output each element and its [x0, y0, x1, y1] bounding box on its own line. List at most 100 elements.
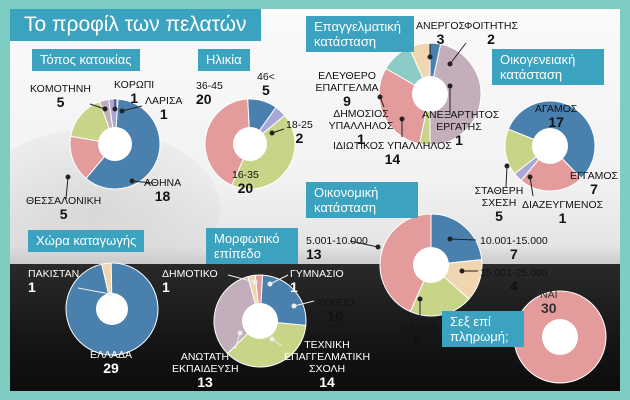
leader-dot [129, 178, 135, 184]
leader-r10_15 [449, 238, 477, 241]
slice-σταθερη-σχεση [504, 128, 551, 175]
donut-hole [542, 319, 578, 355]
idiotikos-value: 14 [384, 151, 401, 167]
leader-gymnasio [269, 274, 289, 285]
lykeio-value: 10 [327, 308, 343, 324]
label-a3645: 36-45 20 [196, 80, 223, 107]
thessaloniki-value: 5 [59, 206, 68, 222]
athina-text: ΑΘΗΝΑ [144, 177, 182, 189]
leader-dot [375, 244, 381, 250]
finance-title: Οικονομική κατάσταση [306, 182, 418, 218]
main-title: Το προφίλ των πελατών [10, 9, 261, 41]
family-title: Οικογενειακή κατάσταση [492, 49, 604, 85]
eleythero-value: 9 [343, 93, 351, 109]
leader-dot [459, 268, 465, 274]
label-r15_25: 15.001-25.000 4 [480, 267, 548, 294]
label-eggamos: ΕΓΓΑΜΟΣ 7 [570, 170, 618, 197]
leader-dot [504, 163, 510, 169]
leader-dot [65, 174, 71, 180]
age-title: Ηλικία [198, 49, 250, 71]
country-title: Χώρα καταγωγής [28, 230, 145, 252]
label-komotini: ΚΟΜΟΤΗΝΗ 5 [30, 83, 91, 110]
label-anexartitos: ΑΝΕΞΑΡΤΗΤΟΣ ΕΡΓΑΤΗΣ 1 [422, 109, 500, 148]
ellada-text: ΕΛΛΑΔΑ [90, 349, 133, 361]
nai-value: 30 [540, 300, 557, 316]
slice-εγγαμος [520, 145, 582, 192]
leader-dot [417, 296, 423, 302]
donut-chart-3 [378, 42, 482, 146]
donut-hole [413, 247, 449, 283]
label-techniki: ΤΕΧΝΙΚΗ ΕΠΑΓΓΕΛΜΑΤΙΚΗ ΣΧΟΛΗ 14 [284, 339, 370, 390]
infographic-panel: Το προφίλ των πελατών Τόπος κατοικίας Ηλ… [10, 9, 620, 391]
donut-chart-5 [65, 262, 159, 356]
donut-hole [233, 127, 267, 161]
slice-τεχνικη-επαγγελματικη-σχολη [226, 320, 307, 368]
dimotiko-value: 1 [162, 279, 170, 295]
a3645-text: 36-45 [196, 80, 223, 92]
leader-dot [527, 174, 533, 180]
label-anotati: ΑΝΩΤΑΤΗ ΕΚΠΑΙΔΕΥΣΗ 13 [172, 351, 239, 390]
donut-hole [96, 293, 128, 325]
stathera-text: ΣΤΑΘΕΡΗ ΣΧΕΣΗ [474, 185, 524, 209]
label-lykeio: ΛΥΚΕΙΟ 10 [316, 297, 354, 324]
leader-dot [269, 336, 275, 342]
leader-dot [267, 281, 273, 287]
label-a46: 46< 5 [257, 71, 275, 98]
r15_25-text: 15.001-25.000 [480, 267, 548, 279]
donut-chart-8 [513, 290, 607, 384]
education-title: Μορφωτικό επίπεδο [206, 228, 298, 264]
r10_15-text: 10.001-15.000 [480, 235, 548, 247]
r5_10-text: 5.001-10.000 [306, 235, 368, 247]
label-r0_5: 0-5.000 6 [400, 321, 436, 348]
donut-hole [532, 128, 568, 164]
leader-dot [269, 130, 275, 136]
label-foititis: ΦΟΙΤΗΤΗΣ 2 [464, 20, 518, 47]
komotini-text: ΚΟΜΟΤΗΝΗ [30, 83, 91, 95]
donut-chart-4 [504, 100, 596, 192]
leader-diazeugmenos [529, 176, 534, 197]
label-r10_15: 10.001-15.000 7 [480, 235, 548, 262]
leader-dot [447, 83, 453, 89]
leader-dimotiko [227, 274, 256, 283]
dimotiko-text: ΔΗΜΟΤΙΚΟ [162, 268, 218, 280]
r0_5-value: 6 [413, 332, 422, 348]
diazeugmenos-text: ΔΙΑΖΕΥΓΜΕΝΟΣ [522, 199, 604, 211]
agamos-value: 17 [548, 114, 564, 130]
label-anergos: ΑΝΕΡΓΟΣ 3 [416, 20, 465, 47]
thessaloniki-text: ΘΕΣΣΑΛΟΝΙΚΗ [26, 195, 102, 207]
leader-pakistan [77, 287, 111, 295]
label-diazeugmenos: ΔΙΑΖΕΥΓΜΕΝΟΣ 1 [522, 199, 603, 226]
leader-foititis [449, 42, 467, 65]
charts-layer [65, 42, 607, 384]
a3645-value: 20 [196, 91, 212, 107]
donut-chart-7 [379, 213, 483, 317]
employment-title: Επαγγελματική κατάσταση [306, 16, 414, 52]
leader-r5_10 [349, 240, 379, 248]
leader-dot [377, 94, 383, 100]
leader-lykeio [293, 300, 315, 307]
lykeio-text: ΛΥΚΕΙΟ [316, 297, 355, 309]
leader-stathera [505, 165, 508, 188]
label-eleythero: ΕΛΕΥΘΕΡΟ ΕΠΑΓΓΕΛΜΑ 9 [314, 70, 380, 109]
larisa-text: ΛΑΡΙΣΑ [145, 95, 183, 107]
leader-dot [112, 106, 118, 112]
leader-dot [427, 54, 433, 60]
a46-text: 46< [257, 71, 275, 83]
leader-dot [447, 236, 453, 242]
label-larisa: ΛΑΡΙΣΑ 1 [145, 95, 182, 122]
leader-larisa [121, 105, 143, 112]
label-koropi: ΚΟΡΩΠΙ 1 [114, 79, 154, 106]
gymnasio-value: 1 [290, 279, 298, 295]
label-agamos: ΑΓΑΜΟΣ 17 [535, 103, 577, 130]
leader-dot [119, 108, 125, 114]
donut-hole [412, 76, 448, 112]
komotini-value: 5 [56, 94, 65, 110]
koropi-text: ΚΟΡΩΠΙ [114, 79, 155, 91]
pakistan-text: ΠΑΚΙΣΤΑΝ [28, 268, 80, 280]
label-nai: ΝΑΙ 30 [540, 289, 558, 316]
anexartitos-text: ΑΝΕΞΑΡΤΗΤΟΣ ΕΡΓΑΤΗΣ [422, 109, 500, 133]
label-athina: ΑΘΗΝΑ 18 [144, 177, 181, 204]
a1635-value: 20 [237, 180, 254, 196]
anotati-text: ΑΝΩΤΑΤΗ ΕΚΠΑΙΔΕΥΣΗ [172, 351, 239, 375]
label-gymnasio: ΓΥΜΝΑΣΙΟ 1 [290, 268, 344, 295]
